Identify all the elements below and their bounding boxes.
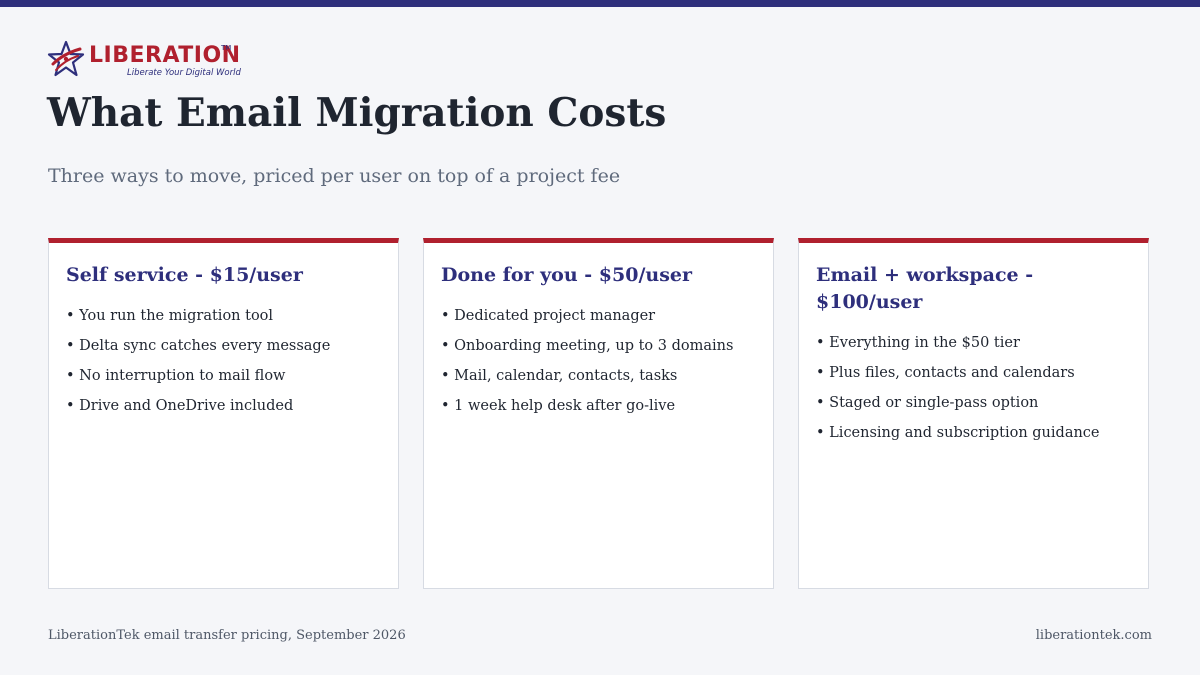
tier-feature: Dedicated project manager bbox=[441, 301, 761, 331]
tier-card-self-service: Self service - $15/user You run the migr… bbox=[48, 238, 399, 589]
tier-heading: Done for you - $50/user bbox=[441, 264, 692, 286]
brand-name: LIBERATION bbox=[89, 43, 241, 68]
tier-feature: You run the migration tool bbox=[66, 301, 386, 331]
tier-feature-list: Dedicated project manager Onboarding mee… bbox=[441, 301, 761, 421]
tier-feature: 1 week help desk after go-live bbox=[441, 391, 761, 421]
tier-feature: Drive and OneDrive included bbox=[66, 391, 386, 421]
page-title: What Email Migration Costs bbox=[47, 90, 667, 136]
trademark-mark: TM bbox=[221, 44, 232, 52]
top-accent-bar bbox=[0, 0, 1200, 7]
tier-feature: Mail, calendar, contacts, tasks bbox=[441, 361, 761, 391]
brand-tagline: Liberate Your Digital World bbox=[127, 68, 241, 78]
tier-feature-list: You run the migration tool Delta sync ca… bbox=[66, 301, 386, 421]
tier-feature: Delta sync catches every message bbox=[66, 331, 386, 361]
page-subtitle: Three ways to move, priced per user on t… bbox=[48, 165, 621, 187]
tier-card-done-for-you: Done for you - $50/user Dedicated projec… bbox=[423, 238, 774, 589]
tier-feature: Staged or single-pass option bbox=[816, 388, 1136, 418]
footer-website: liberationtek.com bbox=[1035, 628, 1152, 643]
tier-feature: Licensing and subscription guidance bbox=[816, 418, 1136, 448]
brand-logo: LIBERATION TM Liberate Your Digital Worl… bbox=[47, 40, 267, 80]
tier-feature: Onboarding meeting, up to 3 domains bbox=[441, 331, 761, 361]
tier-feature-list: Everything in the $50 tier Plus files, c… bbox=[816, 328, 1136, 448]
footer-source: LiberationTek email transfer pricing, Se… bbox=[48, 628, 406, 643]
tier-feature: No interruption to mail flow bbox=[66, 361, 386, 391]
tier-card-email-workspace: Email + workspace - $100/user Everything… bbox=[798, 238, 1149, 589]
star-icon bbox=[47, 40, 85, 77]
tier-heading: Email + workspace - $100/user bbox=[816, 264, 1034, 313]
tier-feature: Everything in the $50 tier bbox=[816, 328, 1136, 358]
tier-heading: Self service - $15/user bbox=[66, 264, 303, 286]
tier-feature: Plus files, contacts and calendars bbox=[816, 358, 1136, 388]
